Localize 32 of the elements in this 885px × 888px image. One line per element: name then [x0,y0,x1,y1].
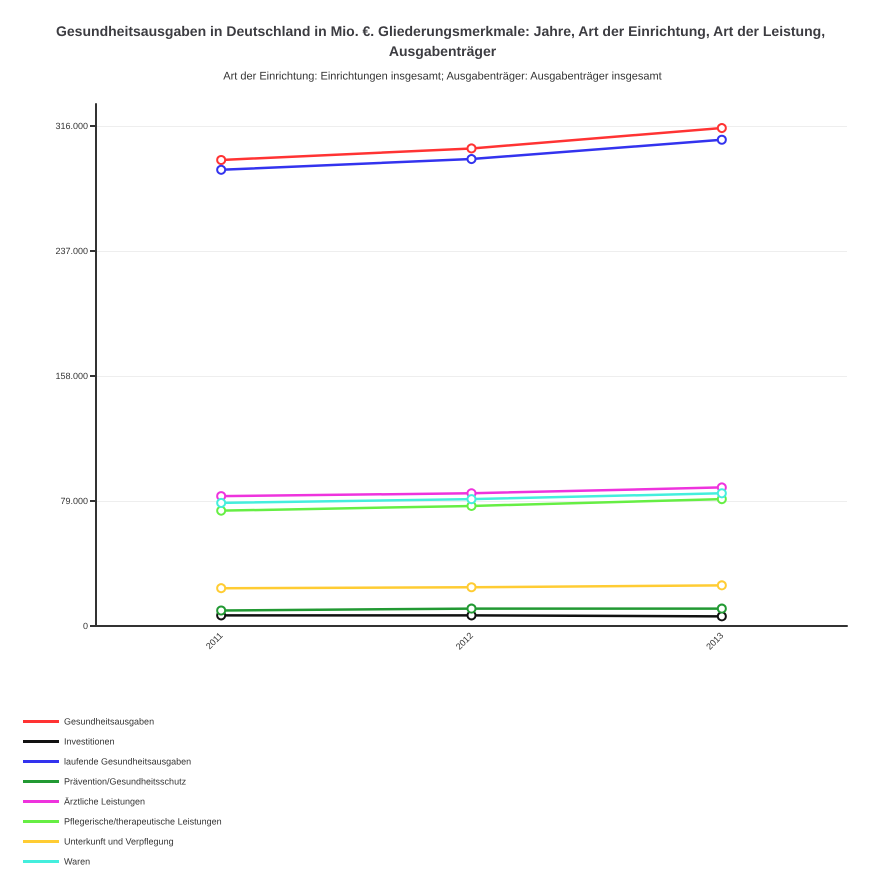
y-tick-label: 158.000 [55,371,88,382]
point [216,155,226,165]
legend-label: Pflegerische/therapeutische Leistungen [64,816,222,826]
point [216,498,226,508]
point [216,583,226,594]
point [466,582,476,592]
point [716,488,727,498]
chart-title: Gesundheitsausgaben in Deutschland in Mio. €. Gliederungsmerkmale: Jahre, Art der Einrichtung, Art der Leistung, Ausgabenträger [56,23,829,59]
point [466,494,476,504]
legend-label: Waren [64,856,90,866]
point [716,580,727,590]
point [716,123,727,134]
legend-label: Investitionen [64,736,115,746]
legend-label: Gesundheitsausgaben [64,716,154,726]
point [466,604,476,614]
point [216,164,226,175]
point [716,134,727,145]
point [716,604,727,614]
y-tick-label: 79.000 [60,496,88,506]
chart-subtitle: Art der Einrichtung: Einrichtungen insgesamt; Ausgabenträger: Ausgabenträger insgesamt [223,70,662,82]
legend-label: laufende Gesundheitsausgaben [64,756,192,766]
y-tick-label: 237.000 [55,246,88,256]
point [716,611,727,622]
legend-label: Ärztliche Leistungen [64,796,146,806]
point [466,154,476,164]
point [216,506,226,516]
legend-label: Prävention/Gesundheitsschutz [64,776,187,786]
y-tick-label: 316.000 [55,121,88,132]
point [216,606,226,616]
point [466,143,476,154]
legend-label: Unterkunft und Verpflegung [64,836,174,846]
y-tick-label: 0 [82,621,88,631]
